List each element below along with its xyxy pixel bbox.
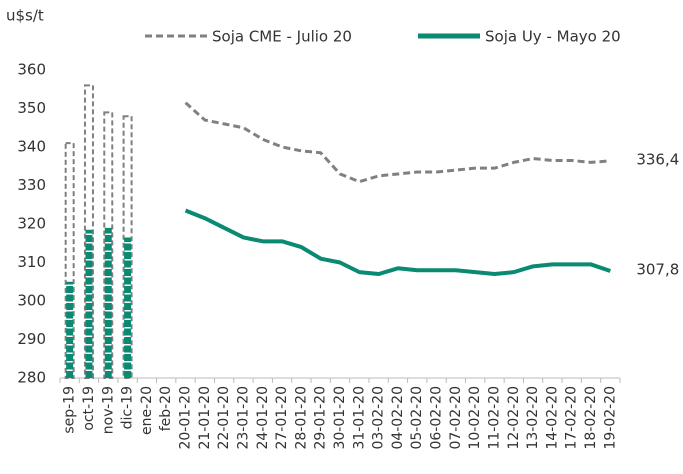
x-tick-label: 30-01-20: [332, 386, 348, 450]
x-tick-label: 17-02-20: [564, 386, 580, 450]
y-tick-label: 360: [17, 61, 46, 79]
x-tick-label: 14-02-20: [544, 386, 560, 450]
series-line: [184, 208, 611, 277]
x-tick-label: 22-01-20: [216, 386, 232, 450]
x-tick-label: 04-02-20: [390, 386, 406, 450]
legend-label: Soja CME - Julio 20: [212, 28, 352, 46]
x-tick-label: 29-01-20: [313, 386, 329, 450]
series-line: [184, 101, 611, 184]
x-tick-label: 23-01-20: [235, 386, 251, 450]
y-tick-label: 300: [17, 292, 46, 310]
x-tick-label: feb-20: [158, 386, 174, 431]
x-tick-label: 07-02-20: [448, 386, 464, 450]
y-tick-label: 310: [17, 253, 46, 271]
bar: [103, 111, 114, 379]
y-tick-label: 340: [17, 138, 46, 156]
x-tick-label: 11-02-20: [486, 386, 502, 450]
x-tick-label: 05-02-20: [409, 386, 425, 450]
x-tick-label: 12-02-20: [506, 386, 522, 450]
y-tick-label: 330: [17, 176, 46, 194]
x-tick-label: sep-19: [62, 386, 78, 434]
x-tick-label: 31-01-20: [351, 386, 367, 450]
end-label: 336,4: [636, 150, 679, 168]
x-tick-label: dic-19: [120, 386, 136, 429]
y-axis-label: u$s/t: [6, 7, 44, 25]
legend-label: Soja Uy - Mayo 20: [485, 28, 621, 46]
bar: [64, 142, 75, 379]
x-tick-label: ene-20: [139, 386, 155, 435]
y-tick-label: 320: [17, 215, 46, 233]
x-tick-label: oct-19: [81, 386, 97, 431]
y-tick-label: 290: [17, 330, 46, 348]
x-tick-label: 03-02-20: [371, 386, 387, 450]
x-tick-label: 19-02-20: [602, 386, 618, 450]
x-tick-label: nov-19: [100, 386, 116, 434]
x-tick-label: 18-02-20: [583, 386, 599, 450]
x-tick-label: 24-01-20: [255, 386, 271, 450]
x-tick-label: 13-02-20: [525, 386, 541, 450]
x-tick-label: 21-01-20: [197, 386, 213, 450]
x-tick-label: 27-01-20: [274, 386, 290, 450]
x-tick-label: 06-02-20: [429, 386, 445, 450]
x-tick-label: 10-02-20: [467, 386, 483, 450]
y-tick-label: 350: [17, 99, 46, 117]
y-tick-label: 280: [17, 369, 46, 387]
x-tick-label: 20-01-20: [178, 386, 194, 450]
end-label: 307,8: [636, 260, 679, 278]
x-tick-label: 28-01-20: [293, 386, 309, 450]
